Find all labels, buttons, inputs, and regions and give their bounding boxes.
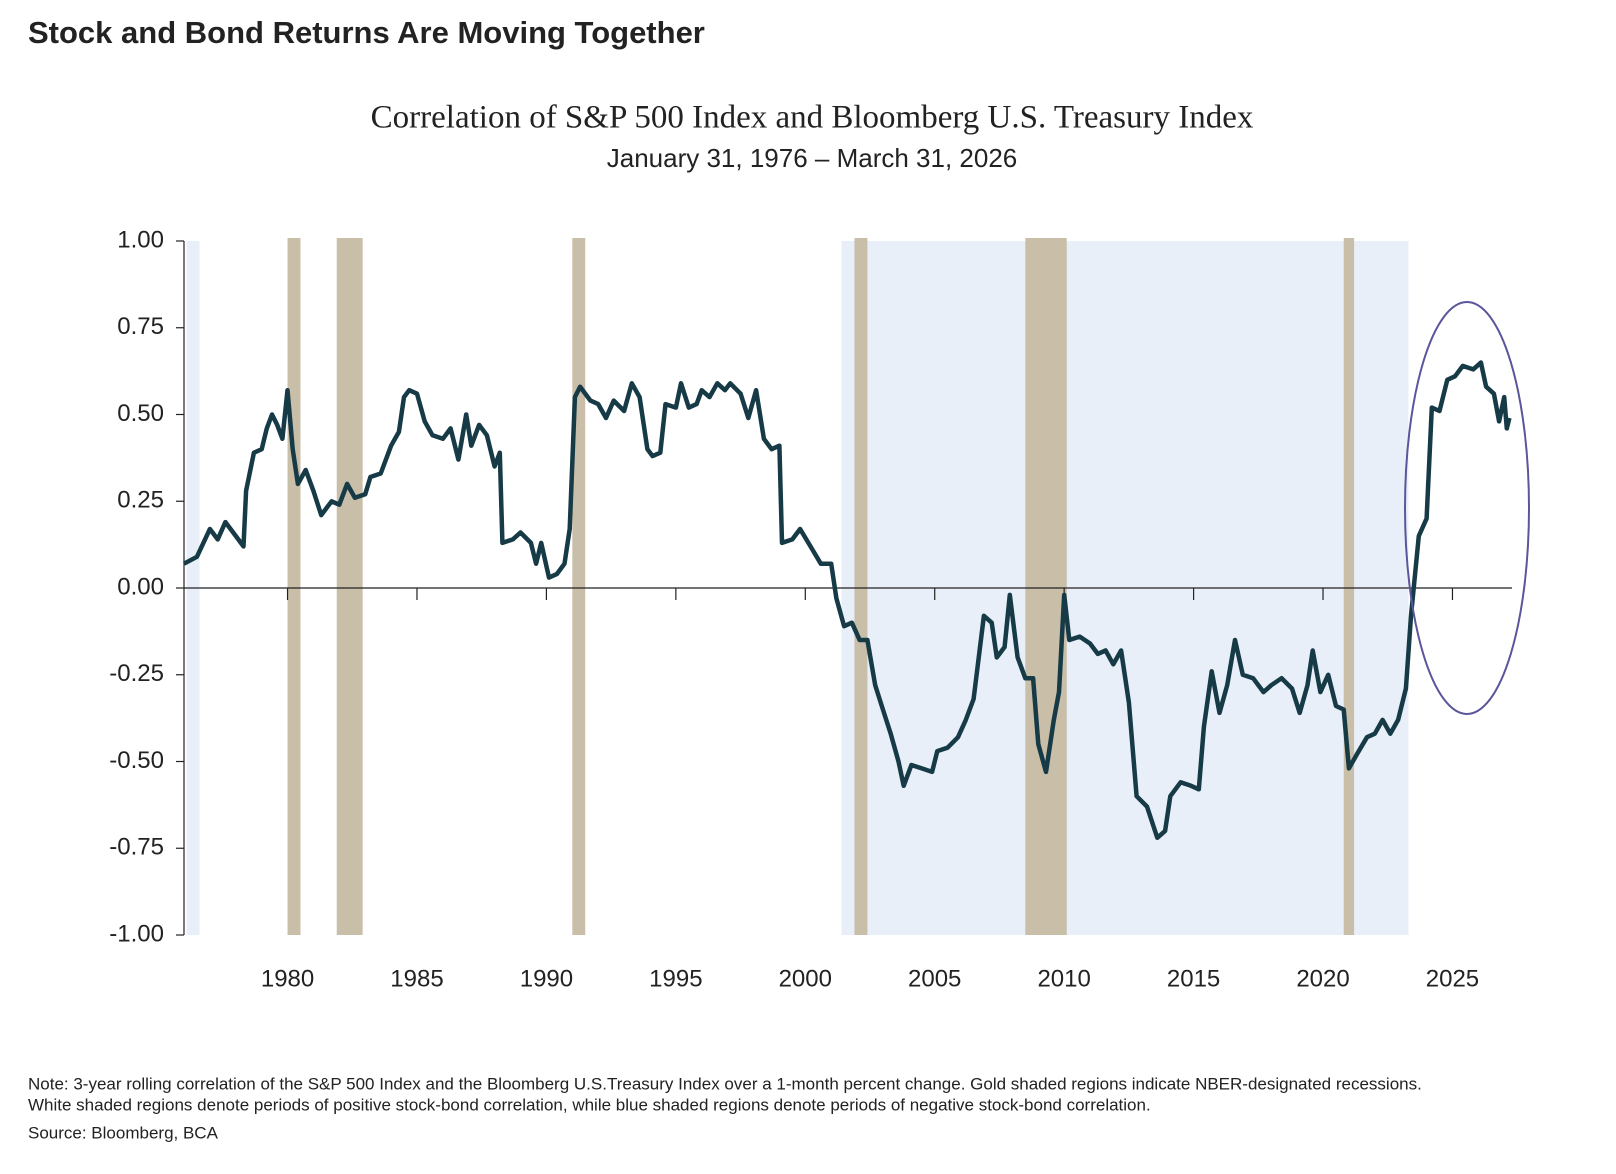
plot-area: -1.00 -0.75 -0.50 -0.25 0.00 0.25 0.50 0.75 1.00…	[109, 226, 1512, 992]
y-tick-label: -0.50	[109, 747, 164, 774]
x-tick-label: 1980	[261, 965, 314, 992]
chart-title: Correlation of S&P 500 Index and Bloombe…	[371, 100, 1254, 136]
y-tick-label: 0.75	[117, 313, 164, 340]
x-tick-label: 1985	[390, 965, 443, 992]
recession-region	[336, 238, 363, 935]
source: Source: Bloomberg, BCA	[28, 1123, 219, 1142]
y-tick-label: -1.00	[109, 920, 164, 947]
recession-region	[572, 238, 586, 935]
recession-region	[287, 238, 301, 935]
x-tick-label: 2015	[1167, 965, 1220, 992]
y-tick-label: 1.00	[117, 226, 164, 253]
y-tick-label: 0.00	[117, 573, 164, 600]
y-tick-label: -0.25	[109, 660, 164, 687]
x-tick-label: 1995	[649, 965, 702, 992]
x-tick-label: 2005	[908, 965, 961, 992]
note: White shaded regions denote periods of p…	[28, 1095, 1151, 1114]
x-tick-label: 2020	[1296, 965, 1349, 992]
y-tick-label: 0.25	[117, 487, 164, 514]
recession-region	[1343, 238, 1355, 935]
note: Note: 3-year rolling correlation of the …	[28, 1074, 1422, 1093]
recession-region	[1025, 238, 1067, 935]
x-tick-label: 2025	[1426, 965, 1479, 992]
highlight-ellipse	[1404, 301, 1530, 715]
data-line	[182, 360, 1512, 841]
x-tick-label: 2000	[779, 965, 832, 992]
y-tick-label: 0.50	[117, 400, 164, 427]
recession-region	[854, 238, 868, 935]
chart-subtitle: January 31, 1976 – March 31, 2026	[607, 143, 1018, 173]
x-tick-label: 1990	[520, 965, 573, 992]
y-tick-label: -0.75	[109, 834, 164, 861]
x-tick-label: 2010	[1037, 965, 1090, 992]
page-title: Stock and Bond Returns Are Moving Togeth…	[28, 15, 705, 50]
